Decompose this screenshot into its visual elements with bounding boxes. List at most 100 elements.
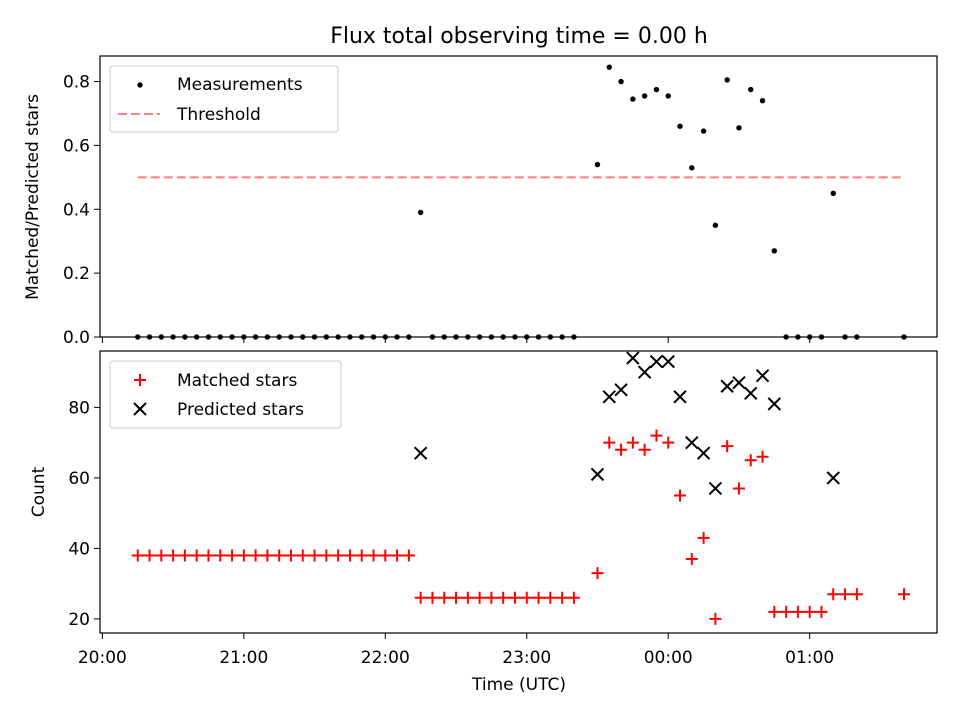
measurement-point [158, 334, 165, 340]
matched-stars-point [520, 591, 533, 604]
matched-stars-point [485, 591, 498, 604]
predicted-stars-point [661, 354, 675, 369]
measurement-point [217, 334, 223, 340]
measurement-point [630, 96, 636, 102]
predicted-stars-point [590, 467, 605, 482]
matched-stars-point [190, 549, 203, 562]
x-tick-label: 20:00 [78, 648, 127, 668]
predicted-stars-point [720, 379, 734, 393]
matched-stars-point [556, 591, 569, 604]
x-tick-label: 23:00 [502, 648, 551, 668]
measurement-point [547, 334, 554, 340]
measurement-point [618, 78, 624, 85]
measurement-point [712, 222, 719, 228]
measurement-point [417, 209, 424, 216]
top-panel: 0.00.20.40.60.8 Matched/Predicted stars … [23, 55, 938, 348]
matched-stars-point [508, 591, 521, 604]
predicted-stars-point [626, 351, 640, 365]
y-tick-label: 60 [68, 469, 90, 489]
measurement-point [311, 334, 318, 340]
measurement-point [665, 93, 671, 99]
y-tick-label: 0.2 [63, 264, 90, 284]
matched-stars-point [815, 605, 828, 618]
top-y-axis-label: Matched/Predicted stars [23, 94, 43, 300]
predicted-stars-point [649, 354, 664, 369]
measurement-point [689, 165, 695, 171]
measurement-point [606, 64, 612, 70]
x-axis-label: Time (UTC) [471, 675, 566, 695]
measurement-point [524, 334, 530, 340]
measurement-point [193, 334, 200, 340]
matched-stars-point [367, 549, 380, 562]
predicted-stars-point [744, 386, 758, 401]
matched-stars-point [626, 436, 639, 449]
measurement-point [229, 334, 235, 340]
y-tick-label: 80 [68, 398, 90, 418]
matched-stars-point [497, 591, 510, 604]
predicted-stars-point [826, 471, 840, 485]
matched-stars-point [709, 612, 722, 625]
measurement-point [241, 334, 247, 340]
measurement-point [736, 125, 742, 131]
matched-stars-point [273, 549, 286, 562]
matched-stars-point [402, 549, 415, 562]
matched-stars-point [226, 549, 239, 562]
matched-stars-point [320, 549, 333, 562]
matched-stars-point [308, 549, 321, 562]
x-tick-label: 22:00 [361, 648, 410, 668]
measurement-point [677, 123, 683, 129]
measurement-point [748, 86, 754, 93]
x-tick-label: 00:00 [644, 648, 693, 668]
bottom-legend: Matched stars Predicted stars [109, 360, 342, 429]
y-tick-label: 0.0 [63, 328, 90, 348]
matched-stars-point [332, 549, 345, 562]
matched-stars-point [461, 591, 474, 604]
measurement-point [264, 334, 271, 340]
measurement-point [783, 334, 789, 340]
predicted-stars-point [732, 376, 746, 390]
measurement-point [500, 334, 506, 340]
matched-stars-point [343, 549, 356, 562]
measurement-point [205, 334, 212, 340]
matched-stars-legend-label: Matched stars [177, 371, 297, 391]
bottom-legend-box [109, 360, 342, 429]
measurement-point [771, 248, 778, 254]
matched-stars-point [839, 588, 852, 601]
matched-stars-point [567, 591, 580, 604]
measurement-point [901, 334, 907, 340]
matched-stars-point [650, 429, 663, 442]
matched-stars-point [544, 591, 557, 604]
measurement-point [394, 334, 400, 340]
measurement-point [830, 190, 836, 197]
measurement-point [571, 334, 577, 340]
matched-stars-point [249, 549, 262, 562]
measurement-point [135, 334, 141, 340]
matched-stars-point [615, 443, 628, 456]
matched-stars-point [261, 549, 274, 562]
matched-stars-point [391, 549, 404, 562]
measurement-point [382, 334, 388, 340]
predicted-stars-legend-icon [133, 402, 147, 416]
measurement-point [347, 334, 353, 340]
measurement-point [335, 334, 341, 340]
matched-stars-point [603, 436, 616, 449]
predicted-stars-point [696, 446, 711, 460]
measurement-point [535, 334, 542, 340]
measurement-point [559, 334, 565, 340]
top-y-axis: 0.0 0.2 0.4 0.6 0.8 [63, 73, 100, 348]
measurement-point [276, 334, 282, 340]
matched-stars-point [674, 489, 687, 502]
predicted-stars-point [614, 383, 628, 397]
y-tick-label: 20 [68, 610, 90, 630]
measurement-point [453, 334, 459, 340]
matched-stars-point [284, 549, 297, 562]
matched-stars-point [131, 549, 144, 562]
predicted-stars-point [673, 390, 687, 404]
top-panel-frame [99, 55, 938, 338]
matched-stars-point [473, 591, 486, 604]
matched-stars-point [744, 454, 757, 467]
predicted-stars-point [708, 481, 723, 496]
measurement-point [724, 77, 730, 83]
matched-stars-point [438, 591, 451, 604]
